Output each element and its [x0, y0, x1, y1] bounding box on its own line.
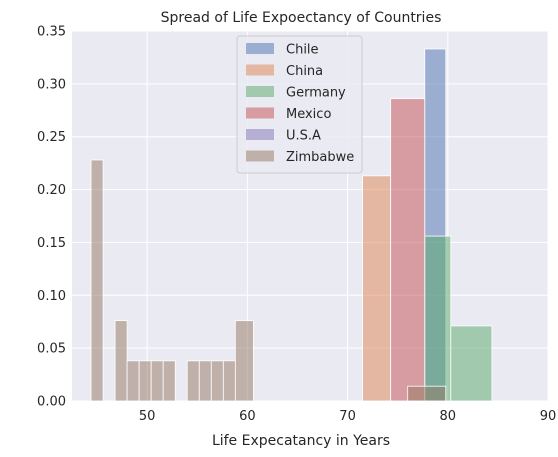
bar-mexico: [390, 98, 426, 402]
legend-label: U.S.A: [286, 129, 321, 144]
bar-zimbabwe: [186, 360, 200, 402]
legend-swatch: [246, 150, 274, 162]
x-axis-ticks: 50 60 70 80 90: [139, 409, 556, 424]
x-tick-label: 70: [339, 409, 356, 424]
y-tick-label: 0.15: [37, 236, 66, 251]
bar-zimbabwe: [114, 320, 128, 402]
bar-zimbabwe: [162, 360, 176, 402]
y-tick-label: 0.25: [37, 130, 66, 145]
legend-label: Mexico: [286, 107, 331, 122]
legend-label: Zimbabwe: [286, 150, 354, 165]
bar-germany: [424, 235, 452, 402]
bar-china: [362, 175, 392, 402]
legend-swatch: [246, 129, 274, 140]
legend-swatch: [246, 107, 274, 119]
y-tick-label: 0.10: [37, 289, 66, 304]
bar-zimbabwe: [90, 159, 104, 402]
legend-label: Germany: [286, 86, 346, 101]
legend-swatch: [246, 86, 274, 97]
x-axis-label: Life Expecatancy in Years: [212, 433, 390, 449]
bar-zimbabwe: [126, 360, 140, 402]
bar-zimbabwe: [407, 385, 447, 402]
x-tick-label: 80: [440, 409, 457, 424]
bar-zimbabwe: [234, 320, 254, 402]
legend-swatch: [246, 64, 274, 76]
legend: Chile China Germany Mexico U.S.A Zimbabwe: [236, 35, 363, 174]
bar-zimbabwe: [210, 360, 224, 402]
legend-swatch: [246, 43, 274, 54]
y-tick-label: 0.05: [37, 342, 66, 357]
x-tick-label: 60: [239, 409, 256, 424]
bar-germany: [450, 325, 493, 402]
legend-label: China: [286, 64, 323, 79]
bar-zimbabwe: [138, 360, 152, 402]
histogram-bars: [90, 48, 493, 402]
bar-zimbabwe: [150, 360, 164, 402]
y-tick-label: 0.35: [37, 25, 66, 40]
chart-title: Spread of Life Expoectancy of Countries: [161, 10, 442, 26]
y-tick-label: 0.20: [37, 183, 66, 198]
bar-zimbabwe: [222, 360, 236, 402]
legend-label: Chile: [286, 43, 319, 58]
y-axis-ticks: 0.00 0.05 0.10 0.15 0.20 0.25 0.30 0.35: [37, 25, 66, 410]
y-tick-label: 0.00: [37, 395, 66, 410]
x-tick-label: 90: [540, 409, 557, 424]
x-tick-label: 50: [139, 409, 156, 424]
bar-zimbabwe: [198, 360, 212, 402]
y-tick-label: 0.30: [37, 77, 66, 92]
